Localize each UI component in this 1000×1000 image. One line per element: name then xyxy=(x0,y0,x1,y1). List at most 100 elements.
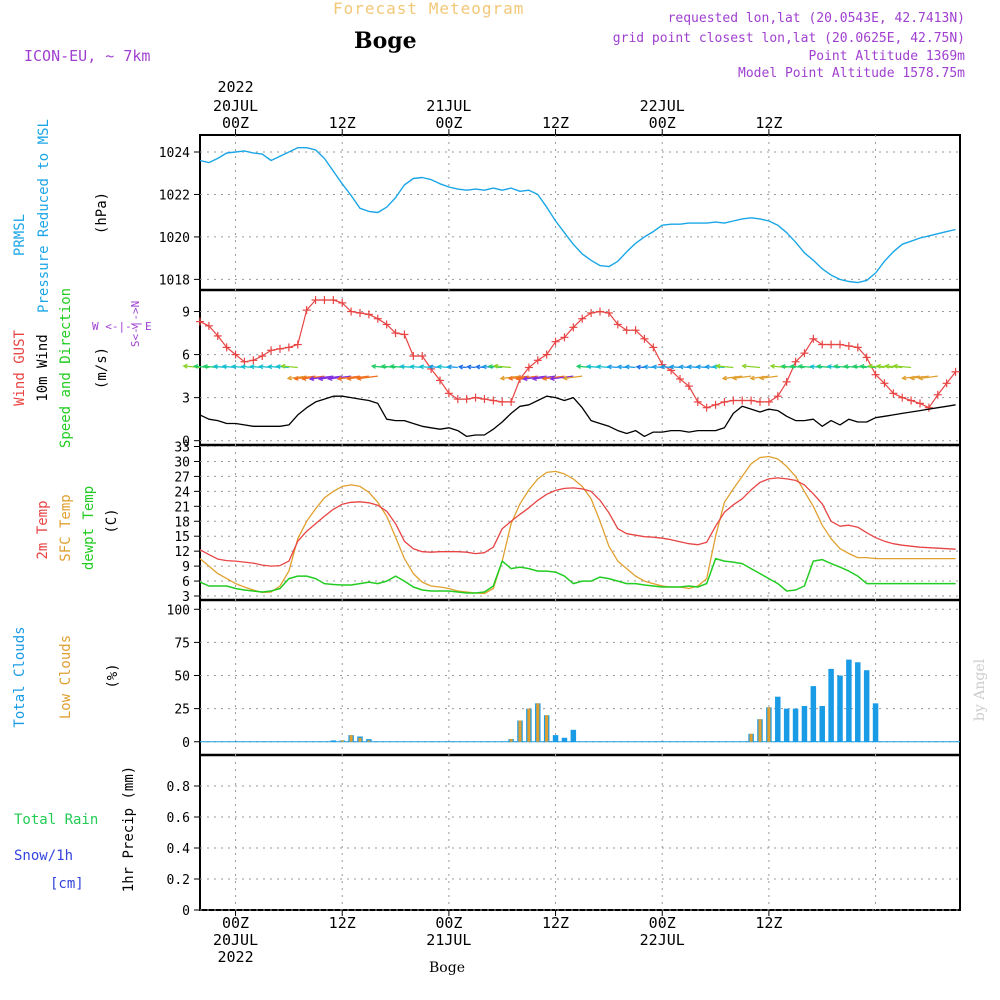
wind-arrow-shaft xyxy=(467,366,476,369)
bottom-time-label: 21JUL xyxy=(426,931,471,949)
clouds-tick-label: 0 xyxy=(182,736,190,751)
pressure-tick-label: 1020 xyxy=(159,231,190,246)
wind-arrow xyxy=(892,363,912,369)
wind-arrow-head xyxy=(859,363,865,369)
wind-arrow-head xyxy=(695,364,701,370)
wind-arrow xyxy=(457,364,467,370)
gust-point xyxy=(542,350,551,359)
wind-arrow xyxy=(492,363,512,369)
sfc-temp-line xyxy=(199,455,956,595)
gust-line xyxy=(199,299,957,409)
gust-point xyxy=(693,397,702,406)
compass-south-north: S<-|->N xyxy=(129,301,142,347)
wind-arrow xyxy=(678,364,689,370)
wind-arrow xyxy=(809,364,823,370)
bottom-time-label: 12Z xyxy=(542,914,569,932)
wind-arrow-head xyxy=(635,364,641,370)
wind-arrow-head xyxy=(585,364,592,370)
wind-arrow xyxy=(418,364,432,370)
wind-arrow-shaft xyxy=(420,365,432,369)
wind-arrows-layer xyxy=(182,363,938,382)
wind-arrow-head xyxy=(851,364,858,370)
wind-layer xyxy=(196,296,960,438)
requested-location: requested lon,lat (20.0543E, 42.7413N) xyxy=(668,11,965,26)
temp-tick-label: 21 xyxy=(174,500,190,515)
temp-label-sfc: SFC Temp xyxy=(58,494,74,561)
temp-label-2m: 2m Temp xyxy=(35,500,51,559)
gust-point xyxy=(400,330,409,339)
gust-point xyxy=(738,396,747,405)
wind-arrow xyxy=(635,364,645,370)
wind-arrow-shaft xyxy=(643,365,654,369)
gust-point xyxy=(853,343,862,352)
precip-panel-labels: Total Rain Snow/1h [cm] 1hr Precip (mm) xyxy=(14,766,137,892)
gust-point xyxy=(462,395,471,404)
top-year-text: 2022 xyxy=(217,78,253,96)
wind-arrow-head xyxy=(346,375,352,381)
wind-arrow-shaft xyxy=(357,375,378,380)
gust-point xyxy=(347,307,356,316)
gust-point xyxy=(747,396,756,405)
wind-arrow-head xyxy=(522,376,528,382)
wind-arrow-head xyxy=(686,364,692,370)
wind-arrow-head xyxy=(182,363,188,369)
wind-arrow-shaft xyxy=(437,365,449,369)
wind-arrow xyxy=(616,364,627,370)
wind-arrow-head xyxy=(678,364,684,370)
wind-arrow-head xyxy=(884,363,890,369)
wind-arrow xyxy=(715,363,734,369)
clouds-tick-label: 75 xyxy=(174,636,190,651)
total-cloud-bar xyxy=(863,670,870,742)
precip-tick-label: 0 xyxy=(182,904,190,919)
gust-point xyxy=(889,389,898,398)
wind-arrow-shaft xyxy=(722,375,743,380)
wind-arrow-shaft xyxy=(670,365,681,369)
wind-arrow-head xyxy=(575,364,582,369)
low-cloud-bar xyxy=(545,715,549,742)
wind-arrow-head xyxy=(809,364,815,370)
precip-label-snow-unit: [cm] xyxy=(50,876,84,892)
wind-arrow-head xyxy=(356,375,362,381)
wind-arrow-head xyxy=(380,364,386,369)
gust-point xyxy=(436,376,444,385)
wind-arrow xyxy=(642,364,654,370)
wind-unit: (m/s) xyxy=(94,347,110,389)
bottom-time-label: 20JUL xyxy=(213,931,258,949)
gust-point xyxy=(204,321,213,330)
top-year-label: 2022 xyxy=(217,78,253,96)
gust-point xyxy=(382,320,391,329)
wind-arrow-head xyxy=(769,363,775,369)
gust-point xyxy=(782,377,791,386)
temp-tick-label: 18 xyxy=(174,515,190,530)
wind-arrow-head xyxy=(286,375,293,381)
wind-arrow xyxy=(826,364,841,370)
wind-arrow-shaft xyxy=(877,365,894,369)
wind-arrow xyxy=(867,363,885,369)
wind-arrow-head xyxy=(712,364,718,370)
gust-point xyxy=(916,399,924,408)
wind-arrow-shaft xyxy=(902,375,921,379)
wind-arrow xyxy=(901,375,921,381)
wind-arrow xyxy=(280,363,298,369)
gust-point xyxy=(356,308,364,317)
wind-arrow-head xyxy=(833,363,839,369)
wind-arrow-head xyxy=(741,363,747,369)
wind-arrow-head xyxy=(399,364,405,370)
gust-point xyxy=(818,340,827,349)
precip-tick-label: 0.6 xyxy=(167,811,190,826)
low-cloud-bar xyxy=(340,740,344,742)
wind-arrow-shaft xyxy=(810,365,823,369)
wind-arrow-head xyxy=(909,375,915,381)
gust-point xyxy=(196,317,204,326)
wind-arrow-head xyxy=(474,364,481,370)
wind-arrow-head xyxy=(327,376,333,382)
wind-label-10m: 10m Wind xyxy=(35,334,51,401)
wind-arrow xyxy=(741,363,761,369)
temp-tick-label: 3 xyxy=(182,590,190,605)
wind-arrow-head xyxy=(549,376,555,382)
wind-arrow-head xyxy=(492,363,499,369)
wind-arrow-head xyxy=(721,375,728,381)
model-point-altitude: Model Point Altitude 1578.75m xyxy=(738,66,965,81)
